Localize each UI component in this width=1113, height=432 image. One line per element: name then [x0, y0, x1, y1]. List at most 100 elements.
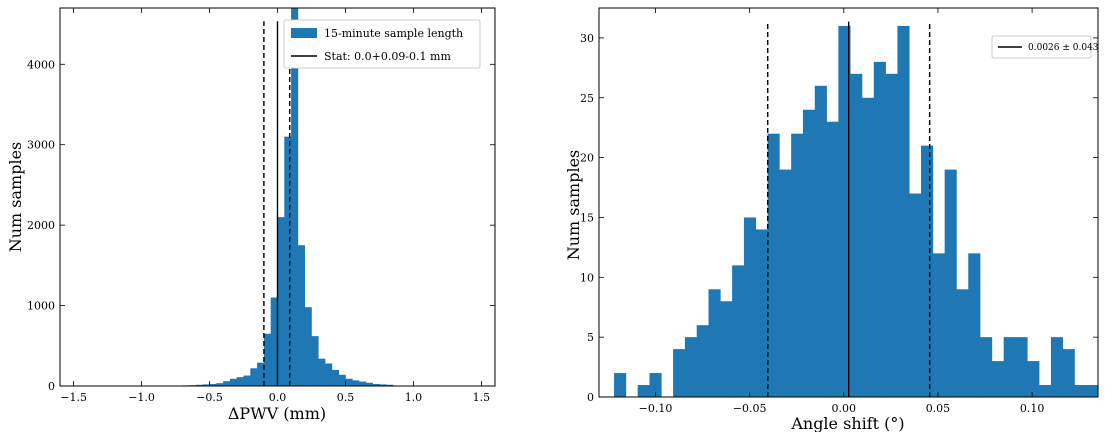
- y-tick-label: 20: [580, 152, 594, 165]
- histogram-bar: [909, 193, 922, 397]
- y-tick-label: 0: [48, 380, 55, 393]
- histogram-bar: [372, 383, 380, 386]
- histogram-bar: [720, 301, 733, 397]
- histogram-bar: [243, 375, 251, 386]
- histogram-bar: [743, 217, 757, 397]
- left-bars-group: [175, 8, 394, 386]
- left-histogram-panel: −1.5 −1.0 −0.5 0.0 0.5 1.0 1.5 0 1000 2000 3000 40…: [6, 7, 496, 423]
- histogram-bar: [257, 362, 265, 386]
- right-bars-group: [614, 25, 1099, 398]
- y-tick-label: 15: [580, 211, 594, 224]
- left-legend: 15-minute sample length Stat: 0.0+0.09-0…: [283, 19, 481, 69]
- y-tick-label: 1000: [27, 300, 55, 313]
- histogram-bar: [1050, 337, 1064, 397]
- histogram-bar: [318, 358, 326, 386]
- histogram-bar: [684, 337, 698, 397]
- histogram-bar: [1086, 385, 1099, 397]
- histogram-bar: [673, 349, 686, 397]
- histogram-bar: [379, 384, 387, 386]
- histogram-bar: [331, 369, 339, 386]
- histogram-bar: [1027, 361, 1040, 397]
- histogram-bar: [284, 136, 292, 386]
- histogram-bar: [202, 384, 210, 386]
- right-legend-box: [991, 35, 1092, 59]
- histogram-bar: [956, 289, 969, 397]
- histogram-bar: [897, 25, 910, 397]
- histogram-bar: [980, 337, 993, 397]
- histogram-bar: [826, 121, 839, 397]
- left-y-ticks: 0 1000 2000 3000 4000: [27, 58, 495, 393]
- left-x-axis-label: ΔPWV (mm): [228, 404, 326, 423]
- x-tick-label: 1.5: [473, 391, 491, 404]
- x-tick-label: 0.0: [269, 391, 287, 404]
- histogram-bar: [352, 380, 360, 386]
- x-tick-label: 0.5: [337, 391, 355, 404]
- left-reference-lines: [263, 21, 291, 386]
- right-legend: 0.0026 ± 0.043: [991, 35, 1099, 59]
- histogram-bar: [304, 307, 312, 386]
- histogram-bar: [862, 97, 875, 398]
- histogram-bar: [345, 378, 353, 386]
- histogram-bar: [614, 373, 627, 397]
- histogram-bar: [297, 245, 305, 386]
- histogram-bar: [968, 253, 981, 397]
- x-tick-label: −1.5: [60, 391, 87, 404]
- histogram-bar: [932, 253, 945, 397]
- x-tick-label: −0.5: [196, 391, 223, 404]
- histogram-bar: [767, 133, 780, 397]
- histogram-bar: [229, 378, 238, 386]
- histogram-bar: [791, 133, 804, 397]
- x-tick-label: 1.0: [405, 391, 423, 404]
- y-tick-label: 3000: [27, 139, 55, 152]
- histogram-bar: [755, 229, 768, 397]
- x-tick-label: 0.10: [1020, 402, 1045, 415]
- histogram-bar: [1074, 385, 1087, 397]
- left-x-ticks: −1.5 −1.0 −0.5 0.0 0.5 1.0 1.5: [60, 8, 490, 404]
- x-tick-label: −0.10: [639, 402, 673, 415]
- left-legend-swatch: [291, 28, 317, 38]
- histogram-bar: [270, 297, 278, 386]
- histogram-bar: [779, 169, 792, 397]
- histogram-bar: [921, 145, 934, 397]
- histogram-bar: [708, 289, 721, 397]
- histogram-bar: [223, 381, 231, 386]
- y-tick-label: 5: [587, 331, 594, 344]
- x-tick-label: −1.0: [128, 391, 155, 404]
- histogram-bar: [195, 384, 204, 386]
- histogram-bar: [291, 8, 299, 386]
- right-axes-frame: [598, 7, 1099, 398]
- right-x-axis-label: Angle shift (°): [790, 414, 904, 432]
- right-legend-stat-label: 0.0026 ± 0.043: [1028, 43, 1099, 53]
- histogram-bar: [873, 61, 886, 397]
- y-tick-label: 30: [580, 32, 594, 45]
- x-tick-label: −0.05: [733, 402, 767, 415]
- histogram-bar: [263, 333, 272, 386]
- histogram-bar: [311, 336, 319, 386]
- right-reference-lines: [767, 21, 931, 397]
- left-legend-series-label: 15-minute sample length: [324, 27, 463, 40]
- histogram-bar: [649, 373, 662, 397]
- histogram-bar: [359, 381, 367, 386]
- histogram-bar: [277, 217, 285, 386]
- histogram-bar: [850, 73, 863, 397]
- histogram-bar: [216, 383, 224, 386]
- left-y-axis-label: Num samples: [6, 142, 25, 253]
- histogram-bar: [802, 109, 816, 397]
- x-tick-label: 0.00: [832, 402, 857, 415]
- y-tick-label: 4000: [27, 58, 55, 71]
- histogram-bar: [696, 325, 709, 397]
- histogram-bar: [1062, 349, 1075, 397]
- right-y-ticks: 0 5 10 15 20 25 30: [580, 32, 1098, 404]
- histogram-bar: [1003, 337, 1016, 397]
- histogram-bar: [1015, 337, 1028, 397]
- histogram-bar: [325, 363, 333, 386]
- y-tick-label: 2000: [27, 219, 55, 232]
- x-tick-label: 0.05: [926, 402, 951, 415]
- histogram-bar: [814, 85, 827, 398]
- right-x-ticks: −0.10 −0.05 0.00 0.05 0.10: [639, 8, 1045, 415]
- histogram-bar: [732, 265, 745, 397]
- y-tick-label: 25: [580, 92, 594, 105]
- y-tick-label: 10: [580, 271, 594, 284]
- histogram-bar: [338, 374, 346, 386]
